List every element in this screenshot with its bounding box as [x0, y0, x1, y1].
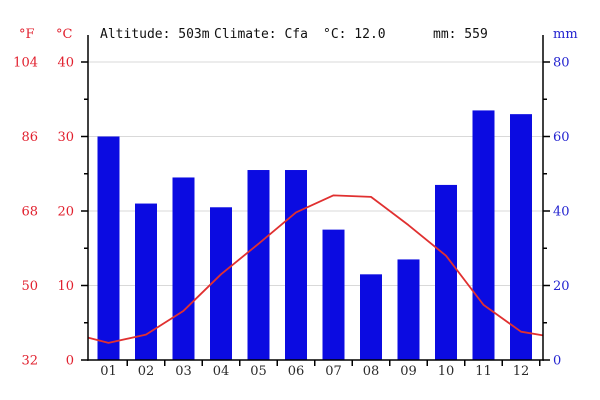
- month-label: 12: [513, 364, 530, 379]
- tick-label-celsius: 20: [57, 205, 74, 220]
- tick-label-mm: 80: [553, 56, 570, 71]
- precip-bar: [97, 136, 120, 360]
- title-climate: Climate: Cfa: [214, 27, 308, 42]
- month-label: 01: [100, 364, 117, 379]
- precip-bar: [210, 207, 232, 360]
- tick-label-fahrenheit: 50: [21, 279, 38, 294]
- precip-bar: [285, 170, 307, 360]
- precip-bar: [472, 110, 495, 360]
- precip-bar: [435, 184, 457, 360]
- month-label: 10: [438, 364, 455, 379]
- tick-label-fahrenheit: 86: [21, 130, 38, 145]
- temperature-line: [87, 194, 544, 344]
- month-label: 02: [138, 364, 155, 379]
- tick-label-fahrenheit: 32: [21, 354, 38, 369]
- precip-bar: [247, 170, 270, 360]
- title-altitude: Altitude: 503m: [100, 27, 210, 42]
- precip-bar: [135, 203, 157, 360]
- precip-bar: [322, 229, 345, 360]
- month-label: 09: [400, 364, 417, 379]
- month-label: 06: [288, 364, 305, 379]
- tick-label-fahrenheit: 68: [21, 205, 38, 220]
- tick-label-celsius: 10: [57, 279, 74, 294]
- month-label: 07: [325, 364, 342, 379]
- title-precip-sum: mm: 559: [433, 27, 488, 42]
- tick-label-mm: 0: [553, 354, 561, 369]
- precip-bar: [360, 274, 382, 360]
- tick-label-celsius: 0: [66, 354, 74, 369]
- month-label: 04: [213, 364, 230, 379]
- month-label: 03: [175, 364, 192, 379]
- title-avg-temp: °C: 12.0: [323, 27, 386, 42]
- month-label: 11: [475, 364, 492, 379]
- tick-label-fahrenheit: 104: [13, 56, 38, 71]
- precip-bar: [397, 259, 420, 360]
- unit-mm-label: mm: [553, 27, 578, 42]
- precip-bar: [510, 114, 532, 361]
- unit-celsius-label: °C: [56, 27, 73, 42]
- tick-label-mm: 60: [553, 130, 570, 145]
- tick-label-celsius: 40: [57, 56, 74, 71]
- tick-label-mm: 20: [553, 279, 570, 294]
- month-label: 05: [250, 364, 267, 379]
- precip-bar: [172, 177, 195, 360]
- tick-label-mm: 40: [553, 205, 570, 220]
- tick-label-celsius: 30: [57, 130, 74, 145]
- month-label: 08: [363, 364, 380, 379]
- unit-fahrenheit-label: °F: [19, 27, 35, 42]
